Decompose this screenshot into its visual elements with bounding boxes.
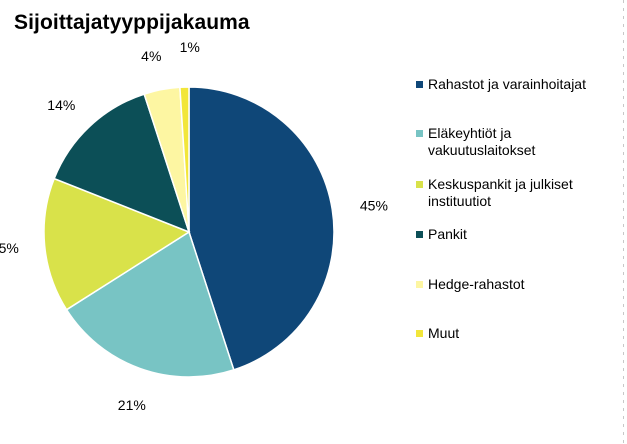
pie-slice-elakeyhtiot: [65, 230, 235, 378]
pie-slice-muut: [179, 86, 190, 233]
legend-item-rahastot: Rahastot ja varainhoitajat: [416, 76, 616, 93]
legend-item-keskuspankit: Keskuspankit ja julkiset instituutiot: [416, 176, 616, 210]
legend-swatch: [416, 281, 423, 288]
legend-item-hedge-rahastot: Hedge-rahastot: [416, 276, 616, 293]
legend-swatch: [416, 330, 423, 337]
pie-value-label-muut: 1%: [180, 39, 200, 55]
legend-label: Muut: [428, 325, 460, 341]
pie-slice-keskuspankit: [43, 177, 191, 311]
pie-value-label-pankit: 14%: [47, 97, 75, 113]
legend-label: Pankit: [428, 226, 467, 242]
pie-value-labels: 45% 21% 15% 14% 4% 1%: [0, 39, 388, 413]
pie-value-label-keskuspankit: 15%: [0, 240, 19, 256]
legend-label: Keskuspankit ja julkiset instituutiot: [428, 176, 573, 209]
legend-label: Rahastot ja varainhoitajat: [428, 76, 586, 92]
chart-legend: Rahastot ja varainhoitajat Eläkeyhtiöt ja…: [416, 0, 616, 444]
chart-title: Sijoittajatyyppijakauma: [14, 11, 250, 34]
legend-label: Hedge-rahastot: [428, 276, 525, 292]
legend-swatch: [416, 130, 423, 137]
pie-slices: [43, 86, 335, 378]
legend-item-pankit: Pankit: [416, 226, 616, 243]
pie-value-label-elakeyhtiot: 21%: [118, 397, 146, 413]
legend-swatch: [416, 181, 423, 188]
legend-swatch: [416, 81, 423, 88]
legend-item-muut: Muut: [416, 325, 616, 342]
pie-value-label-rahastot: 45%: [360, 198, 388, 214]
legend-item-elakeyhtiot: Eläkeyhtiöt ja vakuutuslaitokset: [416, 125, 616, 159]
legend-swatch: [416, 231, 423, 238]
pie-slice-rahastot: [188, 86, 335, 371]
page-edge-guide: [620, 0, 626, 444]
legend-label: Eläkeyhtiöt ja vakuutuslaitokset: [428, 125, 536, 158]
pie-value-label-hedge-rahastot: 4%: [141, 48, 161, 64]
